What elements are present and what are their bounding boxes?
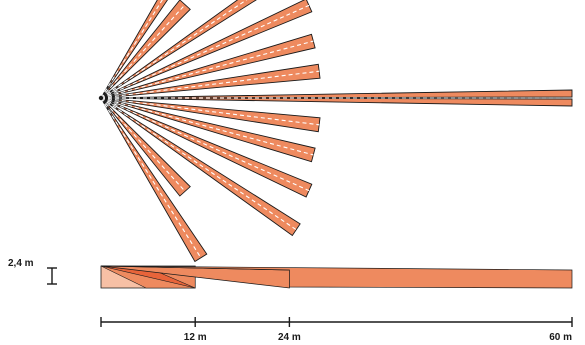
fan-beam-10: [100, 97, 301, 237]
long-range-beam-lower: [100, 97, 573, 107]
fan-beam-center-line: [100, 97, 202, 259]
fan-beam-center-line: [100, 0, 163, 99]
fan-beam-center-line: [100, 97, 320, 126]
height-marker: 2,4 m: [8, 258, 57, 285]
fan-beam-shape: [100, 97, 301, 237]
fan-beam-center-line: [100, 4, 310, 99]
fan-beam-4: [100, 0, 313, 99]
scale-tick-label-60: 60 m: [549, 332, 572, 343]
fan-beam-center-line: [100, 97, 310, 192]
fan-beam-center-line: [100, 40, 314, 99]
fan-beam-5: [100, 33, 316, 99]
fan-beam-6: [100, 63, 321, 99]
height-marker-label: 2,4 m: [8, 258, 34, 269]
fan-beam-9: [100, 97, 313, 198]
fan-beam-3: [100, 0, 257, 99]
distance-scale-bar: 12 m 24 m 60 m: [100, 317, 573, 343]
side-view-pattern: [100, 265, 573, 289]
detector-origin: [98, 95, 104, 101]
fan-beam-center-line: [100, 97, 314, 156]
fan-beam-2: [100, 0, 191, 99]
scale-tick-label-12: 12 m: [184, 332, 207, 343]
fan-beam-center-line: [100, 97, 297, 231]
long-range-beam-upper: [100, 89, 573, 99]
fan-beam-12: [100, 97, 208, 263]
fan-beam-shape: [100, 0, 313, 99]
fan-beam-shape: [100, 0, 257, 99]
fan-beam-11: [100, 97, 191, 197]
fan-beam-shape: [100, 0, 168, 99]
fan-beam-1: [100, 0, 168, 99]
fan-beam-center-line: [100, 70, 320, 99]
long-range-beam: [100, 89, 573, 107]
fan-beam-8: [100, 97, 316, 163]
top-view-pattern: [98, 0, 573, 263]
scale-tick-label-24: 24 m: [278, 332, 301, 343]
fan-beam-7: [100, 97, 321, 133]
side-zone-60m: [100, 265, 573, 289]
fan-beam-shape: [100, 97, 208, 263]
